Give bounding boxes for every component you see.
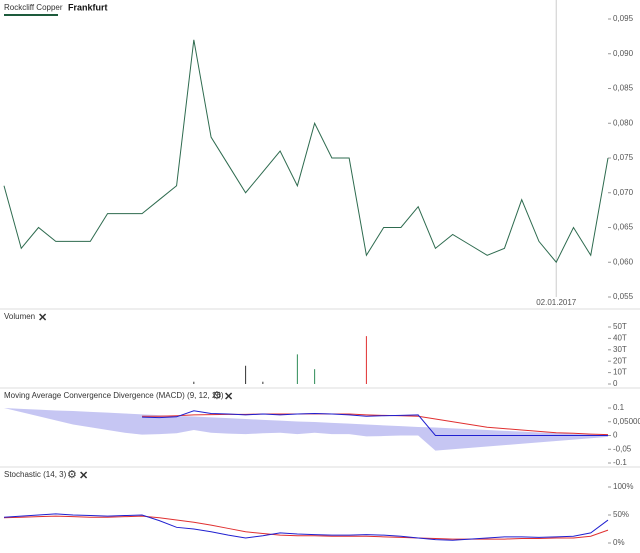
y-tick-label: 0,075 [613, 153, 634, 162]
y-tick-label: 40T [613, 334, 627, 343]
y-tick-label: 30T [613, 345, 627, 354]
panel-title: Volumen [4, 312, 35, 321]
tab[interactable]: Rockcliff Copper [4, 3, 63, 12]
line [3, 515, 609, 540]
settings-icon[interactable]: ⚙ [212, 390, 222, 402]
y-tick-label: 0,05000 [613, 417, 640, 426]
close-icon[interactable]: ✕ [224, 391, 233, 403]
bar [262, 381, 264, 384]
y-tick-label: -0.1 [613, 458, 627, 467]
x-tick-label: 02.01.2017 [536, 298, 577, 307]
y-tick-label: 0 [613, 431, 618, 440]
bar [245, 365, 247, 384]
y-tick-label: 20T [613, 356, 627, 365]
line [142, 413, 609, 436]
line [142, 410, 608, 436]
y-tick-label: 50% [613, 510, 629, 519]
panel-title: Moving Average Convergence Divergence (M… [4, 391, 224, 400]
y-tick-label: 50T [613, 322, 627, 331]
bar [314, 369, 316, 384]
settings-icon[interactable]: ⚙ [67, 469, 77, 481]
close-icon[interactable]: ✕ [38, 312, 47, 324]
y-tick-label: 0,080 [613, 118, 634, 127]
line [3, 513, 609, 541]
panel-title: Stochastic (14, 3) [4, 470, 67, 479]
bar [296, 354, 298, 384]
y-tick-label: 0,070 [613, 188, 634, 197]
y-tick-label: 0,090 [613, 49, 634, 58]
y-tick-label: 0% [613, 538, 625, 547]
tab[interactable]: Frankfurt [68, 2, 108, 12]
y-tick-label: 0,055 [613, 292, 634, 301]
tab-underline [4, 14, 58, 16]
y-tick-label: 0,095 [613, 14, 634, 23]
y-tick-label: 0,085 [613, 84, 634, 93]
y-tick-label: 0,060 [613, 257, 634, 266]
y-tick-label: 0 [613, 379, 618, 388]
area [4, 408, 608, 451]
y-tick-label: 0,065 [613, 223, 634, 232]
y-tick-label: 100% [613, 482, 633, 491]
y-tick-label: 10T [613, 368, 627, 377]
y-tick-label: -0,05 [613, 444, 632, 453]
bar [193, 381, 195, 384]
close-icon[interactable]: ✕ [79, 470, 88, 482]
bar [365, 336, 367, 384]
y-tick-label: 0.1 [613, 403, 625, 412]
line [3, 39, 609, 264]
